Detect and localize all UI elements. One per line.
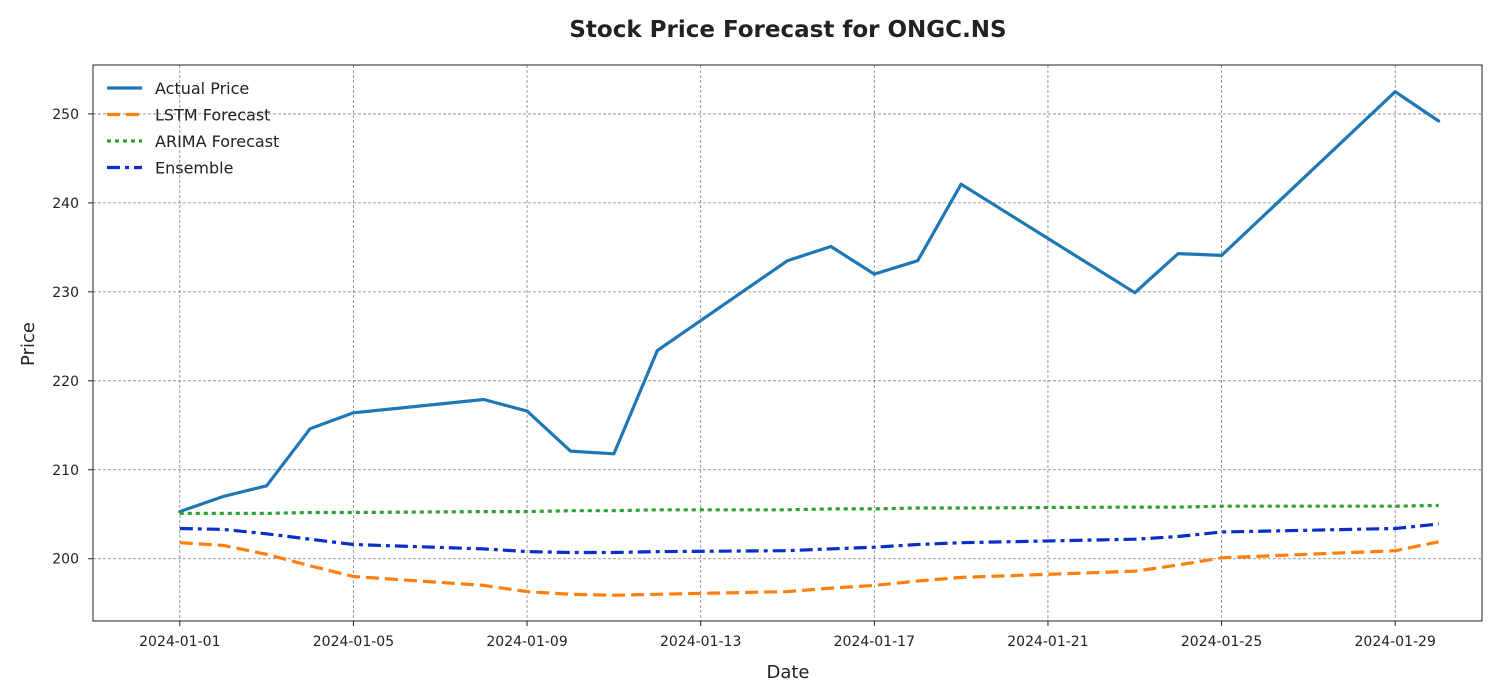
x-tick-label: 2024-01-01 [139,634,220,650]
legend-label-lstm-forecast: LSTM Forecast [155,106,270,125]
grid-layer [93,65,1482,621]
legend: Actual Price LSTM Forecast ARIMA Forecast E… [107,79,279,178]
x-tick-label: 2024-01-13 [660,634,741,650]
series-line-lstm-forecast [179,540,1439,597]
series-line-actual-price [178,90,1441,514]
tick-layer: 2024-01-01 2024-01-05 2024-01-09 2024-01-13… [52,107,1436,650]
x-tick-label: 2024-01-29 [1355,634,1436,650]
legend-label-arima-forecast: ARIMA Forecast [155,132,279,151]
series-line-ensemble [179,522,1439,555]
x-tick-label: 2024-01-09 [486,634,567,650]
y-tick-label: 210 [52,463,79,479]
x-tick-label: 2024-01-21 [1007,634,1088,650]
y-axis-label: Price [18,322,39,366]
y-tick-label: 230 [52,285,79,301]
series-layer [178,90,1441,597]
x-tick-label: 2024-01-17 [834,634,915,650]
y-tick-label: 250 [52,107,79,123]
series-line-arima-forecast [179,503,1439,516]
legend-label-actual-price: Actual Price [155,79,249,98]
x-axis-label: Date [766,662,809,683]
x-tick-label: 2024-01-05 [313,634,394,650]
plot-frame [92,64,1483,622]
y-tick-label: 220 [52,374,79,390]
y-tick-label: 240 [52,196,79,212]
chart-title: Stock Price Forecast for ONGC.NS [569,17,1006,43]
y-tick-label: 200 [52,552,79,568]
legend-label-ensemble: Ensemble [155,159,233,178]
x-tick-label: 2024-01-25 [1181,634,1262,650]
